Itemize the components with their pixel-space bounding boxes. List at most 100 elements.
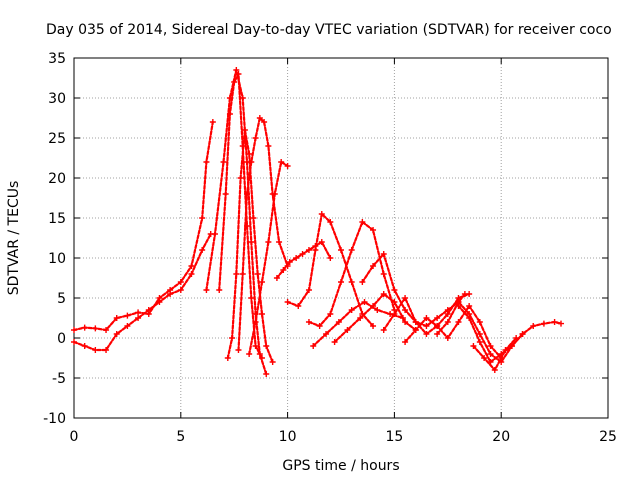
data-point-marker [466, 291, 473, 297]
data-point-marker [258, 355, 265, 361]
data-point-marker [391, 311, 398, 317]
data-point-marker [412, 319, 419, 325]
data-point-marker [481, 355, 488, 361]
series-arc-17 [455, 303, 565, 365]
data-point-marker [444, 311, 451, 317]
data-point-marker [211, 231, 218, 237]
data-point-marker [250, 215, 257, 221]
data-point-marker [81, 324, 88, 331]
data-point-marker [423, 331, 430, 337]
y-tick-label: 10 [48, 251, 66, 267]
data-point-marker [318, 239, 325, 245]
x-tick-label: 0 [70, 429, 79, 445]
data-point-marker [188, 263, 195, 269]
data-point-marker [402, 319, 409, 325]
data-point-marker [491, 367, 498, 373]
data-point-marker [81, 343, 88, 349]
x-axis-label: GPS time / hours [282, 458, 399, 474]
data-point-marker [276, 239, 283, 245]
data-point-marker [487, 343, 494, 349]
data-point-marker [540, 320, 547, 327]
data-point-marker [235, 347, 242, 353]
data-point-marker [271, 191, 278, 197]
data-point-marker [476, 339, 483, 345]
x-tick-label: 25 [599, 429, 617, 445]
y-tick-label: -10 [43, 411, 66, 427]
data-point-marker [71, 327, 77, 333]
data-point-marker [284, 163, 291, 169]
data-point-marker [265, 143, 272, 149]
data-point-marker [248, 239, 255, 245]
data-point-marker [261, 119, 268, 125]
plot-frame [73, 57, 609, 419]
x-tick-label: 20 [492, 429, 510, 445]
data-point-marker [476, 319, 483, 325]
data-point-marker [239, 271, 246, 277]
series-arc-2 [71, 231, 214, 353]
series-line [333, 292, 417, 344]
series-arc-9 [284, 211, 377, 329]
series-arc-1 [71, 119, 216, 333]
x-tick-label: 5 [176, 429, 185, 445]
series-line [312, 300, 404, 348]
data-point-marker [71, 339, 77, 345]
data-point-marker [466, 303, 473, 309]
data-point-marker [466, 315, 473, 321]
series-arc-18 [470, 335, 520, 373]
y-tick-label: 20 [48, 171, 66, 187]
data-point-marker [258, 279, 265, 285]
data-point-marker [444, 335, 451, 341]
data-point-marker [254, 271, 261, 277]
y-tick-label: 25 [48, 131, 66, 147]
data-point-marker [335, 319, 342, 325]
series-line [205, 68, 268, 376]
series-line [404, 304, 503, 360]
data-point-marker [323, 331, 330, 337]
data-point-marker [280, 267, 287, 273]
data-point-marker [519, 331, 526, 337]
y-tick-label: -5 [52, 371, 66, 387]
data-point-marker [135, 309, 142, 316]
data-point-marker [209, 119, 216, 125]
data-point-marker [310, 343, 317, 349]
data-point-marker [316, 323, 323, 329]
data-point-marker [273, 275, 280, 281]
data-point-marker [263, 343, 270, 349]
grid-lines [74, 58, 608, 418]
data-point-marker [248, 159, 255, 165]
data-point-marker [391, 287, 398, 293]
data-point-marker [199, 247, 206, 253]
data-point-marker [513, 335, 520, 341]
data-point-marker [246, 351, 253, 357]
data-point-marker [177, 287, 184, 293]
data-point-marker [305, 319, 312, 325]
data-point-marker [92, 325, 99, 332]
data-point-marker [391, 299, 398, 305]
data-point-marker [338, 247, 344, 253]
data-point-marker [103, 347, 110, 353]
y-tick-label: 15 [48, 211, 66, 227]
chart-title: Day 035 of 2014, Sidereal Day-to-day VTE… [46, 22, 612, 38]
y-axis-label: SDTVAR / TECUs [6, 181, 22, 296]
data-point-marker [244, 191, 251, 197]
data-point-marker [423, 323, 430, 329]
data-point-marker [248, 295, 255, 301]
series-line [72, 232, 212, 352]
data-point-marker [224, 355, 231, 361]
data-point-marker [231, 79, 238, 85]
data-point-marker [470, 343, 477, 349]
data-point-marker [145, 307, 152, 313]
data-point-marker [177, 279, 184, 285]
data-point-marker [380, 327, 387, 333]
data-point-marker [263, 371, 270, 377]
data-point-marker [135, 315, 142, 321]
data-point-marker [402, 295, 409, 301]
data-point-marker [370, 303, 377, 309]
data-point-marker [502, 347, 509, 353]
data-point-marker [278, 159, 285, 165]
data-point-marker [124, 323, 131, 329]
series-line [286, 212, 375, 328]
data-point-marker [370, 263, 377, 269]
y-tick-label: 0 [57, 331, 66, 347]
data-point-marker [295, 303, 302, 309]
